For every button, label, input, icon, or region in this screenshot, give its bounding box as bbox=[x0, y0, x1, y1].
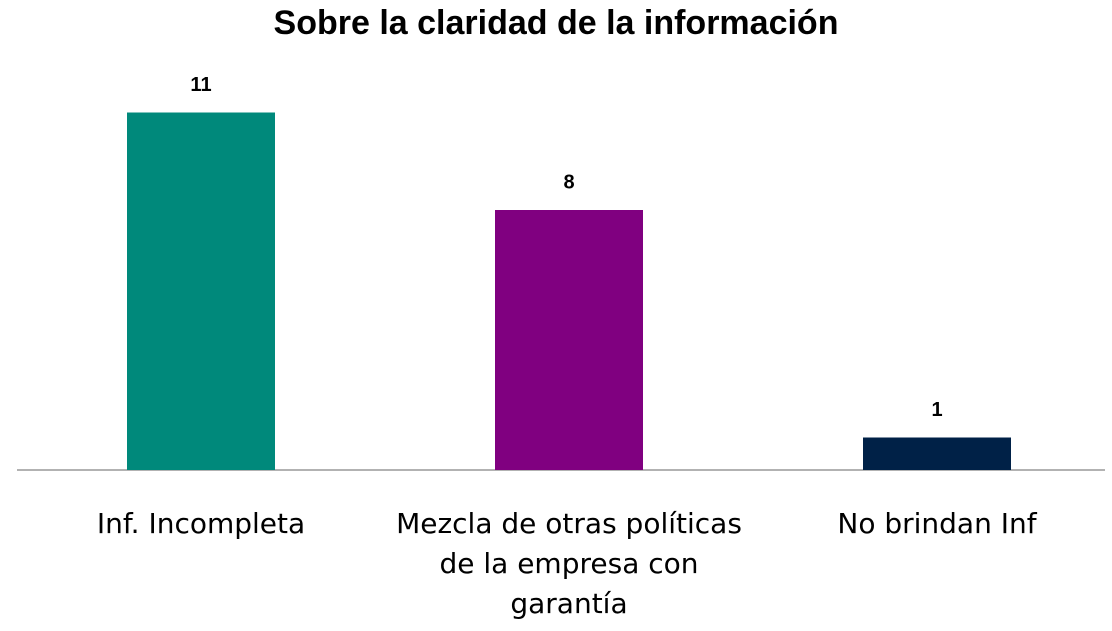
x-tick-label: Inf. Incompleta bbox=[96, 507, 306, 540]
chart-title: Sobre la claridad de la información bbox=[274, 4, 839, 42]
data-label: 11 bbox=[190, 74, 211, 96]
data-label: 8 bbox=[563, 171, 574, 193]
bar bbox=[863, 437, 1011, 470]
bar bbox=[127, 112, 275, 470]
x-tick-label: No brindan Inf bbox=[837, 507, 1037, 540]
data-label: 1 bbox=[931, 399, 942, 421]
x-tick-label: Mezcla de otras políticas de la empresa … bbox=[396, 507, 742, 620]
bar bbox=[495, 210, 643, 470]
